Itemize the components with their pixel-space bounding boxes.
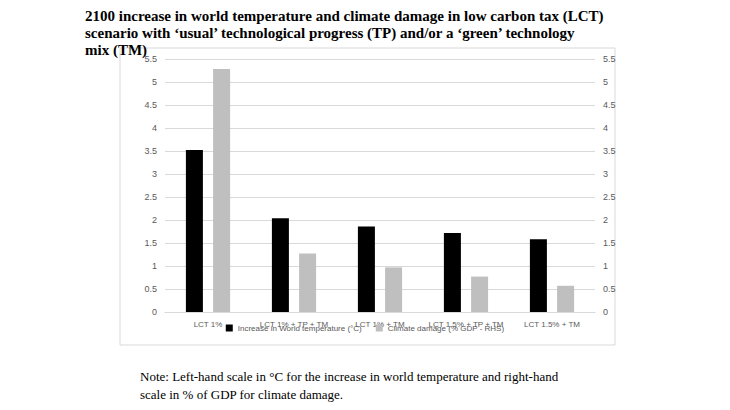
svg-text:1: 1	[603, 261, 608, 271]
svg-text:4.5: 4.5	[603, 100, 616, 110]
svg-text:0.5: 0.5	[144, 284, 157, 294]
svg-text:3.5: 3.5	[144, 146, 157, 156]
svg-text:5.5: 5.5	[603, 54, 616, 64]
svg-text:LCT 1.5% + TM: LCT 1.5% + TM	[524, 320, 580, 329]
svg-text:0.5: 0.5	[603, 284, 616, 294]
svg-text:Climate damage (% GDP - RHS): Climate damage (% GDP - RHS)	[388, 324, 505, 333]
svg-text:5: 5	[152, 77, 157, 87]
svg-text:4: 4	[152, 123, 157, 133]
svg-text:scale in % of GDP for climate: scale in % of GDP for climate damage.	[140, 387, 343, 402]
svg-text:3: 3	[603, 169, 608, 179]
svg-text:1: 1	[152, 261, 157, 271]
svg-text:2.5: 2.5	[144, 192, 157, 202]
svg-text:4: 4	[603, 123, 608, 133]
svg-text:5.5: 5.5	[144, 54, 157, 64]
svg-text:1.5: 1.5	[144, 238, 157, 248]
svg-text:0: 0	[603, 307, 608, 317]
svg-text:0: 0	[152, 307, 157, 317]
svg-text:LCT 1%: LCT 1%	[194, 320, 223, 329]
svg-text:5: 5	[603, 77, 608, 87]
svg-text:4.5: 4.5	[144, 100, 157, 110]
svg-text:2100 increase in world tempera: 2100 increase in world temperature and c…	[85, 8, 607, 25]
svg-text:Increase in World temperature: Increase in World temperature (°C)	[238, 324, 362, 333]
svg-text:2: 2	[152, 215, 157, 225]
svg-text:scenario with ‘usual’ technolo: scenario with ‘usual’ technological prog…	[85, 25, 578, 42]
svg-text:2: 2	[603, 215, 608, 225]
svg-text:3.5: 3.5	[603, 146, 616, 156]
svg-text:LCT 1% + TM: LCT 1% + TM	[355, 319, 405, 329]
svg-text:1.5: 1.5	[603, 238, 616, 248]
svg-text:Note: Left-hand scale in °C fo: Note: Left-hand scale in °C for the incr…	[140, 369, 561, 384]
svg-text:2.5: 2.5	[603, 192, 616, 202]
svg-text:mix (TM): mix (TM)	[85, 42, 147, 59]
svg-text:3: 3	[152, 169, 157, 179]
